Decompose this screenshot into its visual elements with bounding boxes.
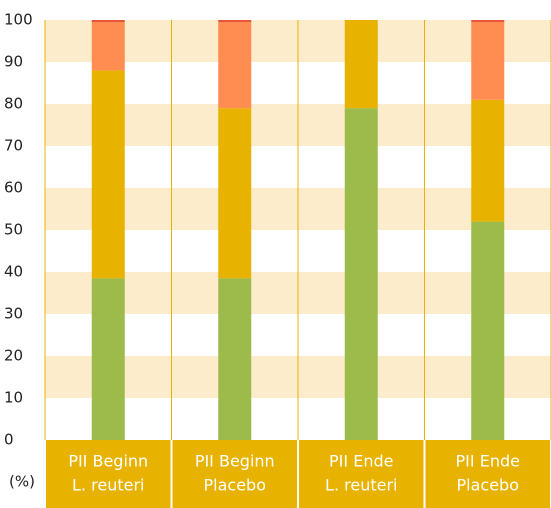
- bar-segment: [218, 108, 252, 279]
- x-tick-label: PII Beginn: [68, 452, 148, 471]
- y-tick-label: 60: [4, 179, 23, 197]
- bar-segment: [91, 22, 125, 71]
- bar-segment: [471, 221, 505, 440]
- bar-segment: [218, 20, 252, 23]
- x-tick-label: Placebo: [457, 476, 519, 495]
- bar-segment: [344, 108, 378, 440]
- x-tick-label: L. reuteri: [325, 476, 397, 495]
- x-tick-label: PII Beginn: [195, 452, 275, 471]
- bar-segment: [218, 22, 252, 109]
- bar-segment: [344, 20, 378, 109]
- bar-segment: [471, 20, 505, 23]
- bar-segment: [218, 278, 252, 440]
- y-tick-label: 20: [4, 347, 23, 365]
- y-tick-label: 0: [4, 431, 14, 449]
- y-tick-label: 70: [4, 137, 23, 155]
- y-unit-label: (%): [9, 473, 35, 491]
- bar-segment: [91, 20, 125, 23]
- y-tick-label: 50: [4, 221, 23, 239]
- y-tick-label: 90: [4, 53, 23, 71]
- y-tick-label: 40: [4, 263, 23, 281]
- x-tick-label: PII Ende: [329, 452, 393, 471]
- y-tick-label: 30: [4, 305, 23, 323]
- bar-segment: [91, 70, 125, 279]
- x-tick-label: Placebo: [204, 476, 266, 495]
- y-tick-label: 100: [4, 11, 33, 29]
- bar-segment: [471, 22, 505, 100]
- x-tick-label: L. reuteri: [72, 476, 144, 495]
- y-tick-label: 80: [4, 95, 23, 113]
- x-tick-label: PII Ende: [456, 452, 520, 471]
- y-tick-label: 10: [4, 389, 23, 407]
- bar-segment: [471, 99, 505, 222]
- bar-segment: [91, 278, 125, 440]
